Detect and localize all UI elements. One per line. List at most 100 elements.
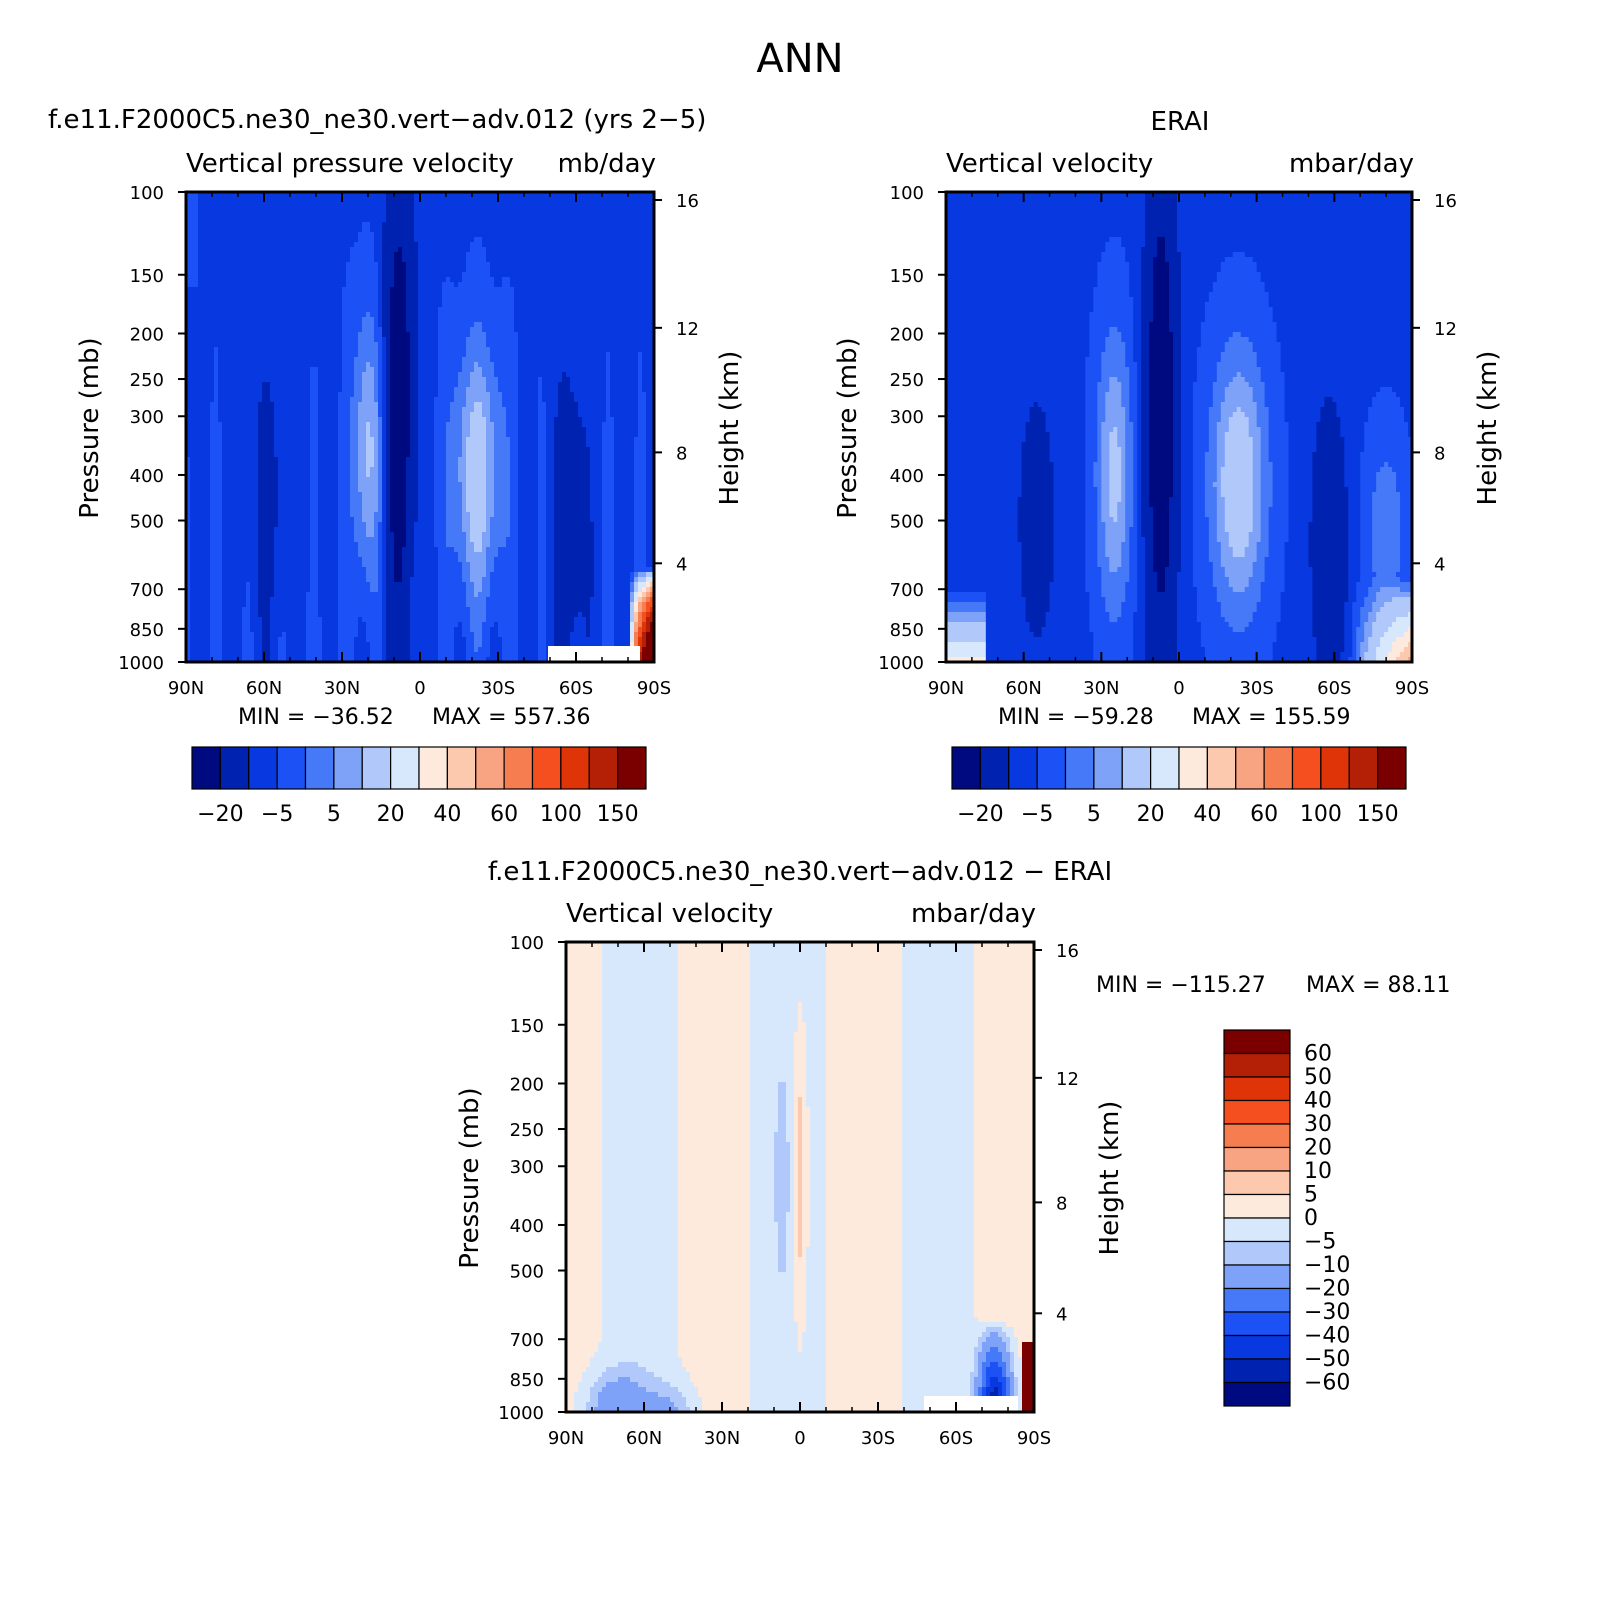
- contour-cell: [430, 372, 435, 378]
- contour-cell: [646, 232, 651, 238]
- contour-cell: [314, 347, 319, 353]
- contour-cell: [354, 272, 359, 278]
- contour-cell: [486, 337, 491, 343]
- contour-cell: [258, 267, 263, 273]
- contour-cell: [518, 332, 523, 338]
- contour-cell: [458, 382, 463, 388]
- contour-cell: [542, 212, 547, 218]
- contour-cell: [342, 302, 347, 308]
- contour-cell: [218, 342, 223, 348]
- contour-cell: [470, 292, 475, 298]
- contour-cell: [630, 322, 635, 328]
- contour-cell: [218, 402, 223, 408]
- contour-cell: [618, 342, 623, 348]
- contour-cell: [498, 242, 503, 248]
- contour-cell: [634, 357, 639, 363]
- contour-cell: [594, 282, 599, 288]
- contour-cell: [638, 257, 643, 263]
- contour-cell: [606, 222, 611, 228]
- contour-cell: [450, 287, 455, 293]
- contour-cell: [602, 372, 607, 378]
- contour-cell: [318, 277, 323, 283]
- contour-cell: [282, 382, 287, 388]
- contour-cell: [566, 397, 571, 403]
- contour-cell: [466, 302, 471, 308]
- contour-cell: [482, 317, 487, 323]
- contour-cell: [634, 282, 639, 288]
- contour-cell: [426, 332, 431, 338]
- contour-cell: [574, 397, 579, 403]
- contour-cell: [346, 287, 351, 293]
- contour-cell: [506, 227, 511, 233]
- contour-cell: [586, 327, 591, 333]
- contour-cell: [578, 197, 583, 203]
- contour-cell: [630, 197, 635, 203]
- contour-cell: [426, 217, 431, 223]
- contour-cell: [366, 322, 371, 328]
- contour-cell: [286, 337, 291, 343]
- contour-cell: [534, 337, 539, 343]
- contour-cell: [534, 332, 539, 338]
- contour-cell: [242, 232, 247, 238]
- contour-cell: [602, 252, 607, 258]
- contour-cell: [578, 257, 583, 263]
- contour-cell: [222, 367, 227, 373]
- contour-cell: [626, 332, 631, 338]
- contour-cell: [638, 382, 643, 388]
- contour-cell: [394, 262, 399, 268]
- contour-cell: [438, 337, 443, 343]
- contour-cell: [518, 307, 523, 313]
- contour-cell: [570, 362, 575, 368]
- contour-cell: [422, 252, 427, 258]
- contour-cell: [570, 322, 575, 328]
- contour-cell: [470, 372, 475, 378]
- contour-cell: [358, 352, 363, 358]
- contour-cell: [462, 327, 467, 333]
- contour-cell: [594, 342, 599, 348]
- contour-cell: [514, 327, 519, 333]
- contour-cell: [438, 202, 443, 208]
- contour-cell: [474, 332, 479, 338]
- contour-cell: [334, 262, 339, 268]
- contour-cell: [306, 282, 311, 288]
- contour-cell: [566, 357, 571, 363]
- contour-cell: [334, 322, 339, 328]
- contour-cell: [258, 212, 263, 218]
- contour-cell: [610, 257, 615, 263]
- contour-cell: [538, 357, 543, 363]
- contour-cell: [390, 267, 395, 273]
- contour-cell: [230, 322, 235, 328]
- contour-cell: [202, 262, 207, 268]
- contour-cell: [314, 217, 319, 223]
- contour-cell: [506, 212, 511, 218]
- contour-cell: [322, 337, 327, 343]
- contour-cell: [242, 237, 247, 243]
- contour-cell: [334, 257, 339, 263]
- contour-cell: [418, 397, 423, 403]
- contour-cell: [322, 262, 327, 268]
- contour-cell: [642, 287, 647, 293]
- contour-cell: [442, 257, 447, 263]
- contour-cell: [590, 277, 595, 283]
- contour-cell: [542, 362, 547, 368]
- contour-cell: [290, 402, 295, 408]
- contour-cell: [294, 332, 299, 338]
- contour-cell: [218, 307, 223, 313]
- contour-cell: [254, 192, 259, 198]
- contour-cell: [414, 222, 419, 228]
- contour-cell: [434, 197, 439, 203]
- contour-cell: [386, 222, 391, 228]
- contour-cell: [606, 392, 611, 398]
- contour-cell: [398, 382, 403, 388]
- contour-cell: [466, 372, 471, 378]
- contour-cell: [558, 242, 563, 248]
- contour-cell: [406, 382, 411, 388]
- contour-cell: [498, 252, 503, 258]
- contour-cell: [458, 327, 463, 333]
- contour-cell: [446, 377, 451, 383]
- contour-cell: [226, 342, 231, 348]
- contour-cell: [606, 317, 611, 323]
- contour-cell: [446, 302, 451, 308]
- contour-cell: [410, 307, 415, 313]
- contour-cell: [510, 192, 515, 198]
